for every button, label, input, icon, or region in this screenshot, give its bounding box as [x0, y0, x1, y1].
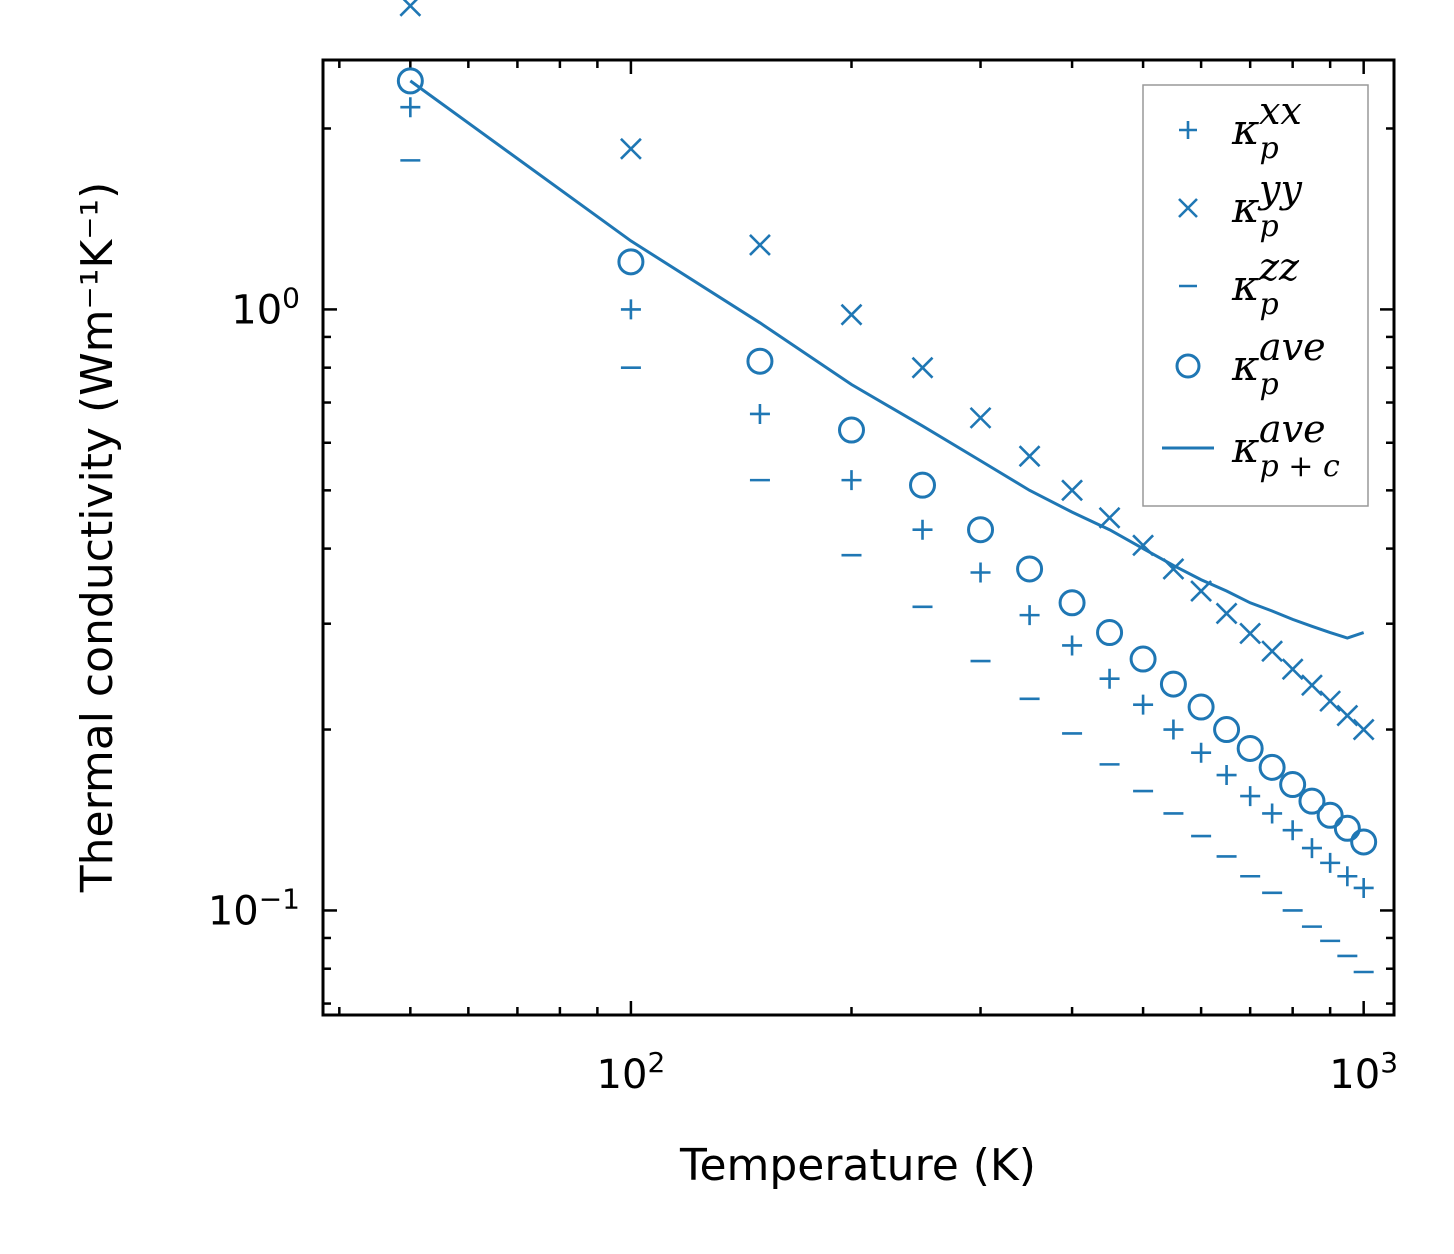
series-kzz: [400, 159, 1374, 974]
data-point-kxx: [1320, 852, 1341, 873]
data-point-kxx: [912, 519, 933, 540]
data-point-kxx: [749, 403, 770, 424]
plot-series: [396, 0, 1378, 974]
data-point-kyy: [1190, 580, 1213, 602]
y-tick-labels: 100 10−1: [208, 281, 300, 934]
data-point-kxx: [1353, 877, 1374, 898]
x-axis-label: Temperature (K): [679, 1140, 1036, 1191]
data-point-kave: [746, 347, 774, 375]
legend-marker: [1175, 353, 1201, 379]
data-point-kyy: [399, 0, 422, 17]
x-tick-labels: 102 103: [597, 1046, 1398, 1098]
data-point-kyy: [1239, 622, 1262, 645]
data-point-kxx: [1062, 635, 1083, 656]
legend-label: κp: [1231, 183, 1279, 244]
y-tick-label: 100: [231, 281, 300, 333]
legend-marker: [1179, 121, 1197, 139]
x-tick-label: 102: [597, 1046, 666, 1098]
legend-label: κp: [1231, 105, 1279, 166]
series-line-kave_pc: [409, 79, 1365, 640]
legend-marker: [1178, 198, 1198, 218]
data-point-kave: [1096, 619, 1124, 647]
data-point-kyy: [1352, 718, 1375, 741]
data-point-kave: [1058, 589, 1086, 617]
data-point-kxx: [1216, 765, 1237, 786]
data-point-kxx: [1301, 838, 1322, 859]
data-point-kyy: [619, 137, 642, 160]
data-point-kave: [967, 516, 995, 544]
data-point-kyy: [1301, 674, 1323, 697]
data-point-kxx: [1191, 742, 1212, 763]
data-point-kyy: [911, 356, 934, 379]
data-point-kyy: [1061, 479, 1083, 502]
x-tick-label: 103: [1329, 1046, 1398, 1098]
data-point-kave: [1316, 801, 1344, 829]
data-point-kave: [1298, 787, 1326, 815]
legend-label-sup: ave: [1259, 407, 1326, 451]
data-point-kave: [1187, 693, 1215, 721]
series-kxx: [400, 97, 1374, 898]
legend-label: κp: [1231, 341, 1279, 402]
data-point-kyy: [1281, 658, 1304, 681]
plot-frame: [321, 58, 1396, 1017]
data-point-kave: [1350, 828, 1378, 856]
data-point-kyy: [840, 303, 863, 326]
data-point-kave: [1236, 734, 1264, 762]
data-point-kyy: [1319, 690, 1342, 713]
data-point-kxx: [620, 299, 641, 320]
data-point-kxx: [1262, 803, 1283, 824]
data-point-kave: [837, 416, 865, 444]
data-point-kave: [909, 471, 937, 499]
legend-label: κp: [1231, 261, 1279, 322]
data-point-kyy: [1336, 704, 1359, 727]
series-kave_pc: [409, 79, 1365, 640]
data-point-kave: [396, 67, 424, 95]
legend-label-sup: zz: [1258, 245, 1300, 289]
data-point-kave: [1279, 771, 1307, 799]
data-point-kave: [1213, 716, 1241, 744]
data-point-kxx: [400, 97, 421, 118]
legend-box: [1142, 84, 1369, 507]
y-axis-label: Thermal conductivity (Wm⁻¹K⁻¹): [72, 182, 123, 894]
data-point-kxx: [1133, 694, 1154, 715]
major-ticks: [323, 60, 1394, 1015]
data-point-kxx: [1337, 866, 1358, 887]
legend-label-sup: ave: [1259, 325, 1326, 369]
data-point-kxx: [1019, 605, 1040, 626]
data-point-kave: [1333, 814, 1361, 842]
data-point-kxx: [970, 562, 991, 583]
y-tick-label: 10−1: [208, 882, 300, 934]
data-point-kave: [1159, 670, 1187, 698]
data-point-kyy: [1215, 602, 1238, 625]
legend-label: κp + c: [1231, 423, 1340, 484]
data-point-kxx: [1163, 719, 1184, 740]
legend-label-sup: xx: [1259, 89, 1302, 133]
data-point-kyy: [1098, 506, 1121, 529]
data-point-kave: [617, 248, 645, 276]
data-point-kyy: [1261, 640, 1284, 663]
data-point-kyy: [969, 406, 992, 429]
legend-label-sup: yy: [1257, 167, 1302, 211]
data-point-kave: [1016, 555, 1044, 583]
data-point-kxx: [1240, 786, 1261, 807]
data-point-kxx: [841, 470, 862, 491]
series-kave: [396, 67, 1378, 856]
data-point-kyy: [1018, 445, 1041, 468]
data-point-kxx: [1099, 668, 1120, 689]
data-point-kxx: [1282, 820, 1303, 841]
data-point-kyy: [749, 234, 771, 256]
data-point-kave: [1258, 753, 1286, 781]
data-point-kave: [1129, 645, 1157, 673]
